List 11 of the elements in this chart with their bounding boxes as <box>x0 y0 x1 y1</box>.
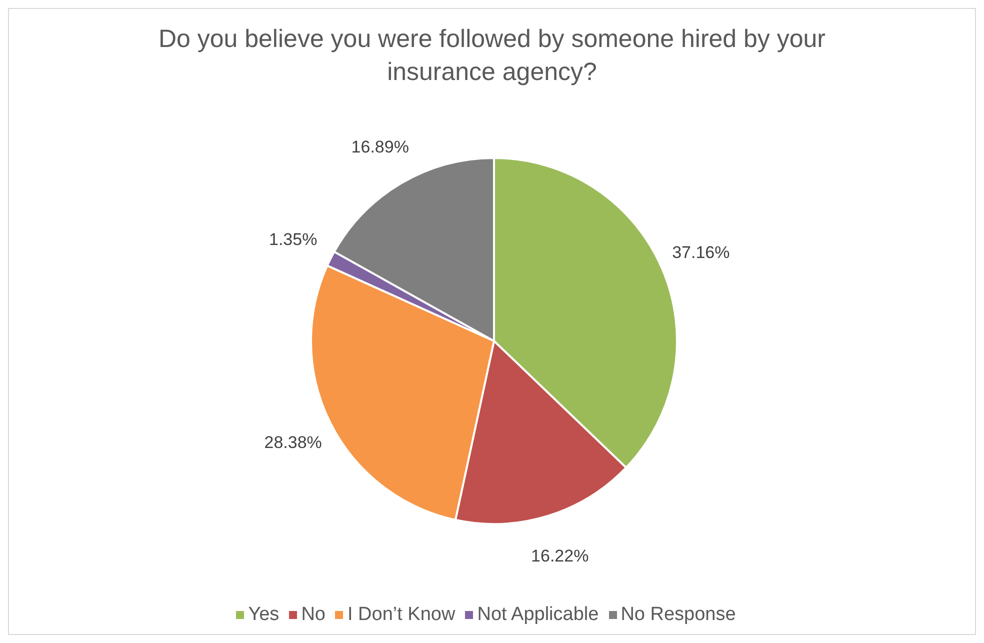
legend-label: Not Applicable <box>477 604 599 625</box>
legend-label: I Don’t Know <box>347 604 456 625</box>
data-label: 16.89% <box>351 137 409 156</box>
data-label: 37.16% <box>672 243 730 262</box>
legend-label: No Response <box>620 604 736 625</box>
data-label: 28.38% <box>264 432 322 452</box>
chart-title: Do you believe you were followed by someone hired by your insurance agency? <box>157 24 827 88</box>
data-label: 16.22% <box>531 546 589 566</box>
data-label: 1.35% <box>269 230 318 250</box>
legend-label: Yes <box>248 604 280 625</box>
legend-label: No <box>301 604 326 625</box>
